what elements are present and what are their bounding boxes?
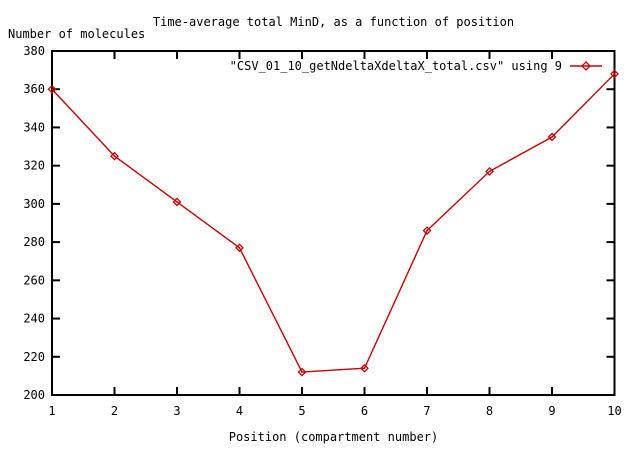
y-tick-label: 340: [23, 120, 45, 134]
series-point-center-dot: [301, 371, 303, 373]
series-point-diamond: [297, 367, 307, 377]
x-tick-label: 4: [236, 404, 243, 418]
x-tick-label: 3: [173, 404, 180, 418]
y-tick-label: 280: [23, 235, 45, 249]
series-line: [51, 73, 615, 373]
legend-label: "CSV_01_10_getNdeltaXdeltaX_total.csv" u…: [229, 59, 562, 73]
chart-title: Time-average total MinD, as a function o…: [152, 15, 515, 29]
legend-sample-diamond-icon: [581, 61, 591, 71]
y-tick-label: 360: [23, 82, 45, 96]
y-axis-title: Number of molecules: [8, 27, 146, 41]
y-tick-label: 220: [23, 350, 45, 364]
x-tick-label: 6: [361, 404, 368, 418]
y-tick-label: 300: [23, 197, 45, 211]
series-point-diamond: [360, 363, 369, 373]
x-axis-title: Position (compartment number): [228, 430, 439, 444]
series-point-diamond: [422, 226, 432, 236]
series-point-diamond: [547, 132, 557, 142]
series-point-center-dot: [51, 88, 53, 90]
y-tick-label: 260: [23, 273, 45, 287]
series-point-diamond: [610, 69, 619, 79]
y-tick-label: 240: [23, 312, 45, 326]
y-tick-label: 200: [23, 388, 45, 402]
x-tick-label: 5: [298, 404, 305, 418]
series-point-center-dot: [363, 367, 366, 369]
x-tick-label: 8: [486, 404, 493, 418]
x-tick-label: 2: [111, 404, 118, 418]
series-point-center-dot: [176, 201, 178, 203]
series-point-center-dot: [613, 73, 616, 75]
series-point-center-dot: [426, 229, 428, 232]
legend: "CSV_01_10_getNdeltaXdeltaX_total.csv" u…: [230, 59, 603, 73]
legend-line-sample: [570, 61, 602, 71]
series-point-diamond: [47, 84, 57, 94]
series-point-center-dot: [551, 136, 553, 138]
y-tick-label: 320: [23, 159, 45, 173]
series-point-diamond: [172, 197, 182, 207]
series-point-center-dot: [488, 170, 491, 173]
series-point-diamond: [110, 151, 119, 161]
x-tick-label: 1: [48, 404, 55, 418]
series-point-diamond: [235, 243, 244, 253]
x-tick-label: 7: [423, 404, 430, 418]
plot-border: [51, 50, 616, 396]
series-point-center-dot: [113, 155, 116, 157]
x-tick-label: 9: [548, 404, 555, 418]
y-tick-label: 380: [23, 44, 45, 58]
series-point-center-dot: [238, 247, 241, 249]
x-tick-label: 10: [607, 404, 621, 418]
series-point-diamond: [485, 166, 494, 176]
